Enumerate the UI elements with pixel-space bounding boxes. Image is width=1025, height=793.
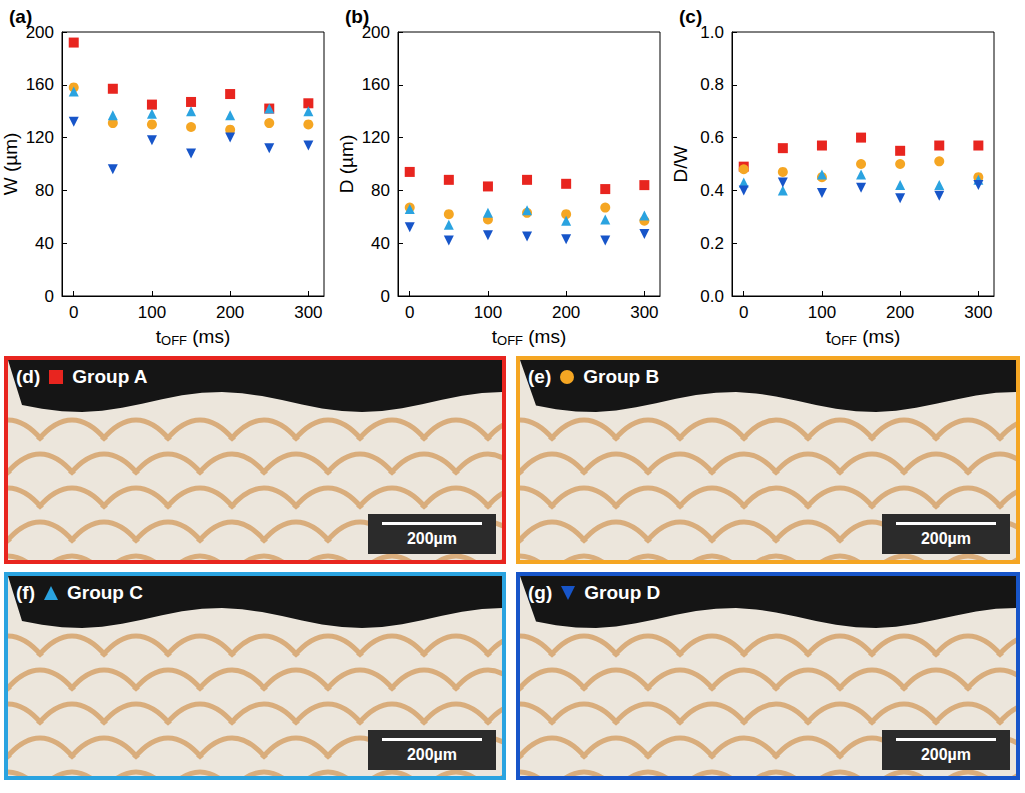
svg-text:100: 100 [808, 303, 836, 322]
svg-text:0: 0 [739, 303, 748, 322]
svg-text:t: t [491, 326, 497, 347]
svg-text:200: 200 [361, 22, 390, 42]
svg-text:0: 0 [69, 303, 78, 322]
svg-text:0.6: 0.6 [700, 128, 724, 147]
svg-text:100: 100 [138, 303, 166, 322]
html-text:(g): (g) [528, 582, 553, 603]
html-text:(d): (d) [16, 366, 41, 387]
svg-text:300: 300 [964, 303, 992, 322]
html-text:Group B: Group B [583, 366, 660, 387]
svg-text:40: 40 [35, 234, 54, 253]
svg-text:0.8: 0.8 [700, 75, 724, 94]
svg-text:80: 80 [35, 181, 54, 200]
svg-text:80: 80 [371, 181, 390, 200]
svg-text:160: 160 [362, 75, 390, 94]
svg-text:(ms): (ms) [187, 326, 230, 347]
svg-text:0: 0 [45, 287, 54, 306]
svg-text:D (µm): D (µm) [336, 135, 357, 193]
svg-text:0: 0 [381, 287, 390, 306]
html-text:200µm: 200µm [406, 746, 458, 763]
html-text:Group A: Group A [72, 366, 148, 387]
svg-text:160: 160 [26, 75, 54, 94]
svg-text:200: 200 [552, 303, 580, 322]
html-text:200µm: 200µm [920, 746, 972, 763]
html-text:200µm: 200µm [406, 530, 458, 547]
svg-text:120: 120 [362, 128, 390, 147]
svg-text:0.2: 0.2 [700, 234, 724, 253]
svg-text:0.0: 0.0 [700, 287, 724, 306]
svg-text:(ms): (ms) [523, 326, 566, 347]
svg-text:OFF: OFF [161, 333, 187, 348]
svg-text:t: t [825, 326, 831, 347]
svg-text:(b): (b) [345, 6, 369, 27]
svg-text:1.0: 1.0 [700, 23, 724, 42]
svg-text:300: 300 [630, 303, 658, 322]
svg-text:OFF: OFF [497, 333, 523, 348]
svg-text:t: t [155, 326, 161, 347]
svg-text:(ms): (ms) [857, 326, 900, 347]
svg-text:0: 0 [405, 303, 414, 322]
svg-text:40: 40 [371, 234, 390, 253]
svg-text:100: 100 [474, 303, 502, 322]
html-text:Group D: Group D [584, 582, 661, 603]
svg-text:200: 200 [216, 303, 244, 322]
svg-text:0.4: 0.4 [700, 181, 724, 200]
svg-text:OFF: OFF [831, 333, 857, 348]
html-text:(f): (f) [16, 582, 35, 603]
html-text:(e): (e) [528, 366, 552, 387]
svg-text:300: 300 [294, 303, 322, 322]
svg-text:120: 120 [26, 128, 54, 147]
html-text:Group C: Group C [67, 582, 143, 603]
svg-text:(c): (c) [679, 6, 702, 27]
svg-text:D/W: D/W [670, 145, 691, 182]
html-text:200µm: 200µm [920, 530, 972, 547]
svg-text:200: 200 [25, 22, 54, 42]
svg-text:W (µm): W (µm) [0, 133, 21, 196]
svg-text:(a): (a) [9, 6, 32, 27]
svg-text:200: 200 [886, 303, 914, 322]
